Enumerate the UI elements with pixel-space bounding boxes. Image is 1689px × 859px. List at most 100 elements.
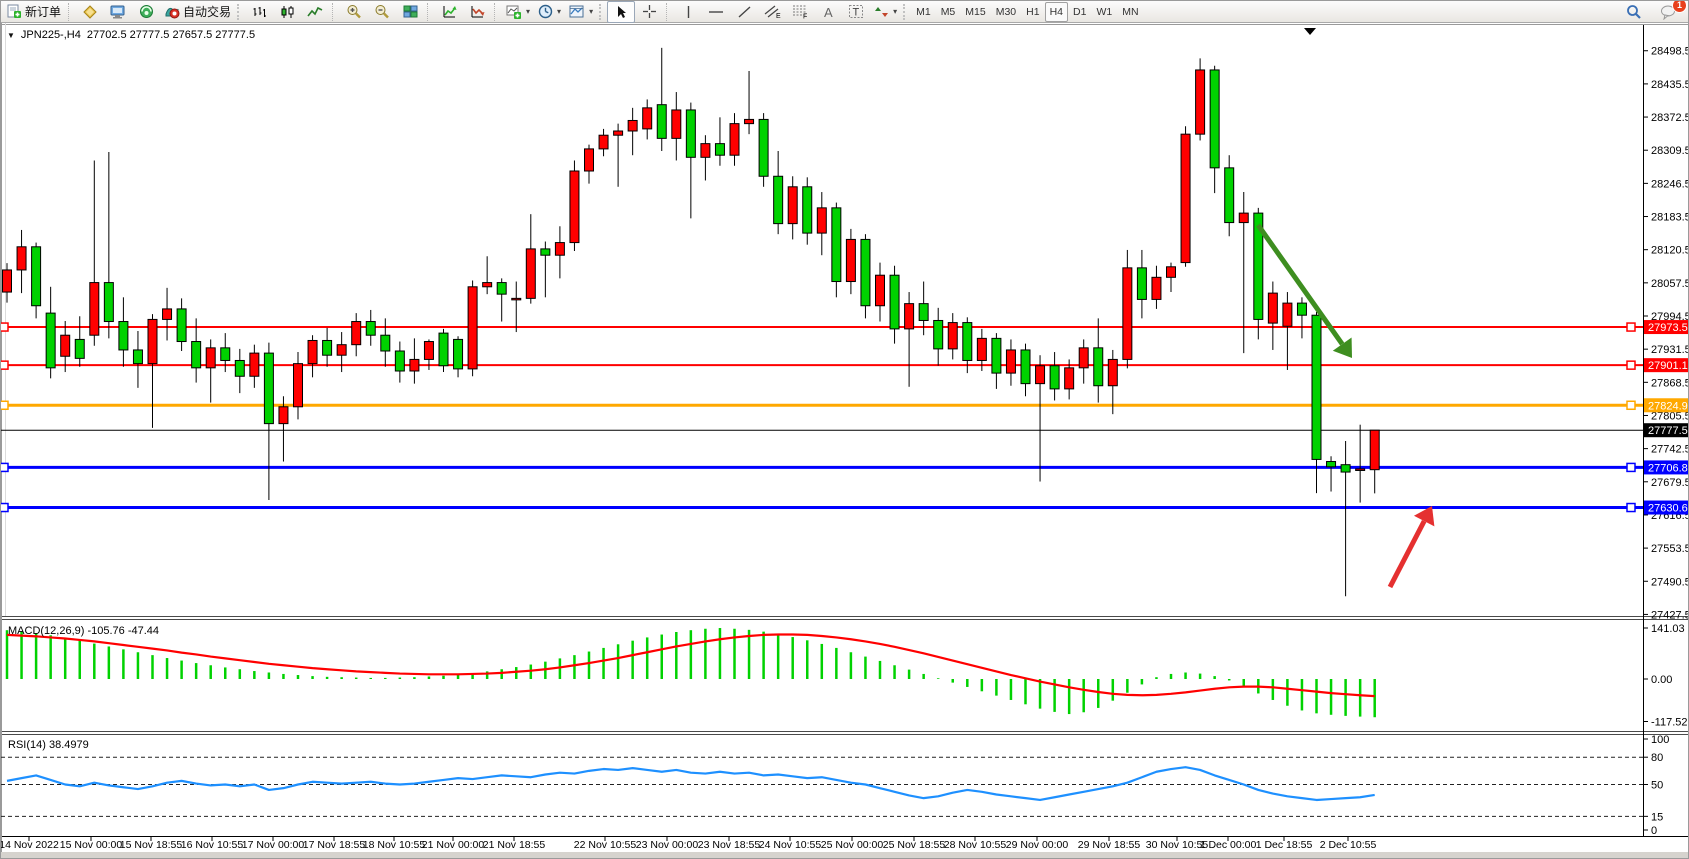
market-watch-button[interactable] xyxy=(76,1,104,23)
red-up-arrow[interactable] xyxy=(1387,506,1435,589)
svg-text:15 Nov 18:55: 15 Nov 18:55 xyxy=(120,839,183,851)
text-label-button[interactable]: T xyxy=(842,1,870,23)
tile-windows-button[interactable] xyxy=(396,1,424,23)
period-dropdown[interactable]: ▾ xyxy=(534,1,565,23)
timeframe-toolbar: M1 M5 M15 M30 H1 H4 D1 W1 MN xyxy=(911,1,1143,22)
chat-icon xyxy=(1660,4,1677,20)
green-down-arrow[interactable] xyxy=(1255,223,1352,358)
search-icon xyxy=(1626,4,1642,20)
svg-text:27679.5: 27679.5 xyxy=(1651,477,1689,489)
trendline-button[interactable] xyxy=(730,1,758,23)
toolbar-grip xyxy=(237,3,243,20)
navigator-button[interactable] xyxy=(132,1,160,23)
line-handle[interactable] xyxy=(1626,462,1636,473)
line-handle[interactable] xyxy=(1626,360,1636,370)
new-order-button[interactable]: 新订单 xyxy=(3,1,65,23)
timeframe-button-M15[interactable]: M15 xyxy=(965,5,986,18)
svg-text:141.03: 141.03 xyxy=(1651,623,1685,635)
main-toolbar: 新订单 自动交易 ▾ ▾ ▾ E F A T ▾ xyxy=(1,1,1688,23)
zoom-in-icon xyxy=(346,4,362,19)
zoom-in-button[interactable] xyxy=(340,1,368,23)
chart-canvas[interactable]: 28498.5 28435.5 28372.5 28309.5 28246.5 28183… xyxy=(1,23,1689,859)
notification-badge: 1 xyxy=(1672,1,1687,13)
toolbar-separator xyxy=(427,2,432,21)
symbol-dropdown-icon[interactable]: ▼ xyxy=(7,30,15,40)
svg-text:1 Dec 00:00: 1 Dec 00:00 xyxy=(1200,839,1257,851)
add-chart-dropdown[interactable]: ▾ xyxy=(502,1,534,23)
timeframe-button-W1[interactable]: W1 xyxy=(1096,5,1113,18)
line-handle[interactable] xyxy=(1626,502,1636,513)
indicators-icon xyxy=(442,5,457,19)
svg-text:27973.5: 27973.5 xyxy=(1648,322,1688,334)
line-chart-button[interactable] xyxy=(301,1,329,23)
line-handle[interactable] xyxy=(1,502,9,513)
candlestick-chart-button[interactable] xyxy=(273,1,301,23)
svg-text:1 Dec 18:55: 1 Dec 18:55 xyxy=(1256,839,1313,851)
toolbar-separator xyxy=(68,2,73,21)
chart-shift-marker[interactable] xyxy=(1304,28,1316,35)
indicator-list-icon xyxy=(470,5,485,19)
toolbar-separator xyxy=(494,2,499,21)
bar-chart-icon xyxy=(252,5,267,19)
template-dropdown[interactable]: ▾ xyxy=(565,1,597,23)
cursor-icon xyxy=(615,5,628,19)
svg-text:28435.5: 28435.5 xyxy=(1651,79,1689,91)
clock-icon xyxy=(538,4,553,19)
template-icon xyxy=(569,5,585,19)
svg-text:T: T xyxy=(853,7,860,19)
line-handle[interactable] xyxy=(1,400,9,411)
text-button[interactable]: A xyxy=(814,1,842,23)
timeframe-button-H1[interactable]: H1 xyxy=(1026,5,1040,18)
line-handle[interactable] xyxy=(1,322,9,332)
line-chart-icon xyxy=(307,5,323,19)
timeframe-button-H4[interactable]: H4 xyxy=(1044,1,1069,22)
horizontal-line-button[interactable] xyxy=(702,1,730,23)
line-handle[interactable] xyxy=(1,462,9,473)
svg-text:15 Nov 00:00: 15 Nov 00:00 xyxy=(60,839,123,851)
zoom-out-button[interactable] xyxy=(368,1,396,23)
arrows-shapes-dropdown[interactable]: ▾ xyxy=(870,1,901,23)
macd-signal-line xyxy=(6,633,1375,698)
auto-trading-button[interactable]: 自动交易 xyxy=(160,1,235,23)
timeframe-button-M30[interactable]: M30 xyxy=(995,5,1017,18)
zoom-out-icon xyxy=(374,4,390,19)
rsi-line xyxy=(6,766,1375,802)
timeframe-button-M1[interactable]: M1 xyxy=(916,5,931,18)
line-handle[interactable] xyxy=(1,360,9,370)
svg-text:22 Nov 10:55: 22 Nov 10:55 xyxy=(574,839,637,851)
rsi-indicator-label: RSI(14) 38.4979 xyxy=(8,739,89,751)
timeframe-button-MN[interactable]: MN xyxy=(1122,5,1139,18)
toolbar-separator xyxy=(666,2,671,21)
arrow-shapes-icon xyxy=(874,5,889,19)
svg-text:27994.5: 27994.5 xyxy=(1651,311,1689,323)
notifications-button[interactable]: 1 xyxy=(1654,1,1687,23)
auto-trading-icon xyxy=(164,4,180,19)
indicator-list-button[interactable] xyxy=(463,1,491,23)
crosshair-icon xyxy=(642,4,657,19)
fibonacci-button[interactable]: F xyxy=(786,1,814,23)
svg-text:28183.5: 28183.5 xyxy=(1651,212,1689,224)
svg-text:18 Nov 10:55: 18 Nov 10:55 xyxy=(363,839,426,851)
timeframe-button-M5[interactable]: M5 xyxy=(940,5,956,18)
svg-text:29 Nov 18:55: 29 Nov 18:55 xyxy=(1078,839,1141,851)
crosshair-button[interactable] xyxy=(635,1,663,23)
macd-histogram xyxy=(5,628,1376,718)
search-button[interactable] xyxy=(1620,1,1648,23)
svg-text:0.00: 0.00 xyxy=(1651,674,1672,686)
new-order-icon xyxy=(7,4,22,19)
equidistant-channel-button[interactable]: E xyxy=(758,1,786,23)
indicators-button[interactable] xyxy=(435,1,463,23)
svg-text:17 Nov 00:00: 17 Nov 00:00 xyxy=(242,839,305,851)
cursor-button[interactable] xyxy=(607,1,636,23)
vertical-line-button[interactable] xyxy=(674,1,702,23)
timeframe-button-D1[interactable]: D1 xyxy=(1073,5,1087,18)
line-handle[interactable] xyxy=(1626,322,1636,332)
bar-chart-button[interactable] xyxy=(245,1,273,23)
svg-text:27742.5: 27742.5 xyxy=(1651,444,1689,456)
svg-text:16 Nov 10:55: 16 Nov 10:55 xyxy=(181,839,244,851)
line-handle[interactable] xyxy=(1626,400,1636,411)
data-window-button[interactable] xyxy=(104,1,132,23)
toolbar-grip xyxy=(903,3,909,20)
svg-text:50: 50 xyxy=(1651,780,1663,792)
chevron-down-icon: ▾ xyxy=(526,7,531,16)
